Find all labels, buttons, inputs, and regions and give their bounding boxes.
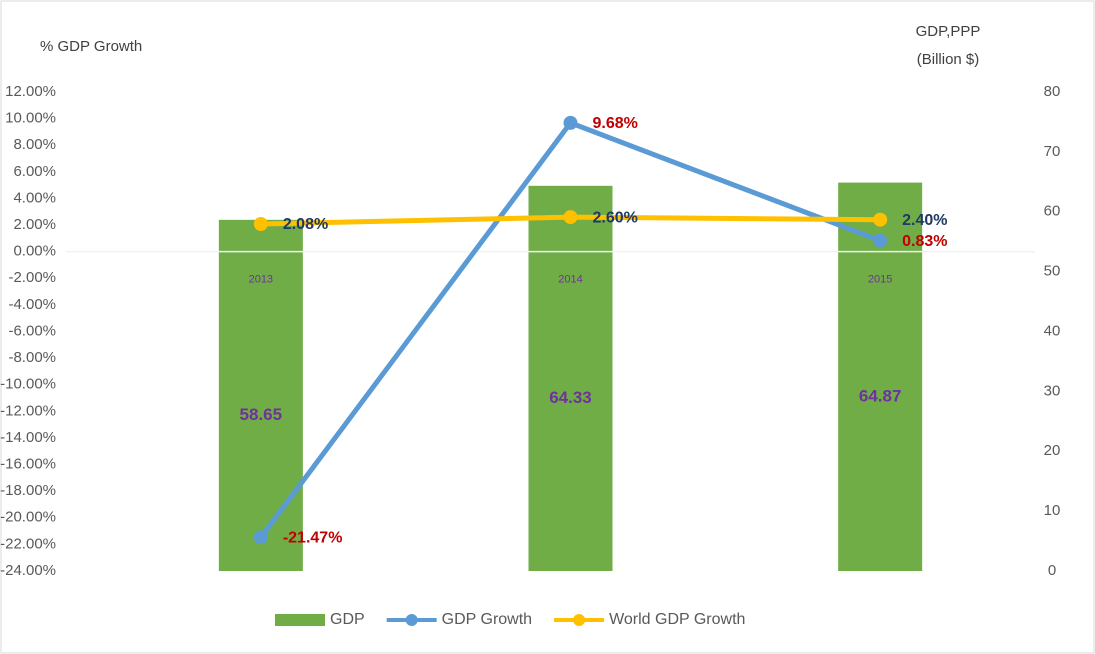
marker xyxy=(563,210,578,225)
category-label: 2013 xyxy=(249,274,273,286)
data-label: 0.83% xyxy=(902,233,947,250)
y2-tick-label: 50 xyxy=(1044,263,1061,280)
legend-label: World GDP Growth xyxy=(609,611,745,628)
bar xyxy=(218,219,303,571)
y-tick-label: -24.00% xyxy=(0,562,56,579)
y-tick-label: -16.00% xyxy=(0,456,56,473)
y-tick-label: 12.00% xyxy=(5,83,56,100)
marker xyxy=(873,212,888,227)
y-axis-label: % GDP Growth xyxy=(40,38,142,55)
y2-tick-label: 10 xyxy=(1044,502,1061,519)
bar xyxy=(528,185,613,571)
data-label: -21.47% xyxy=(283,530,343,547)
marker xyxy=(873,233,888,248)
y-tick-label: -10.00% xyxy=(0,376,56,393)
y-tick-label: -14.00% xyxy=(0,429,56,446)
marker xyxy=(253,216,268,231)
y-tick-label: -2.00% xyxy=(8,269,56,286)
y-tick-label: 10.00% xyxy=(5,110,56,127)
category-label: 2015 xyxy=(868,274,892,286)
y2-tick-label: 70 xyxy=(1044,143,1061,160)
y-tick-label: -6.00% xyxy=(8,322,56,339)
data-label: 9.68% xyxy=(593,115,638,132)
legend-label: GDP xyxy=(330,611,365,628)
y-tick-label: -22.00% xyxy=(0,535,56,552)
data-label: 2.40% xyxy=(902,212,947,229)
legend-marker xyxy=(405,614,418,626)
data-label: 2.60% xyxy=(593,209,638,226)
y-tick-label: 8.00% xyxy=(13,136,56,153)
y-tick-label: -4.00% xyxy=(8,296,56,313)
y-tick-label: -20.00% xyxy=(0,509,56,526)
marker xyxy=(253,530,268,545)
y-tick-label: -8.00% xyxy=(8,349,56,366)
bar-value-label: 64.87 xyxy=(859,386,902,405)
bar-value-label: 58.65 xyxy=(240,405,283,424)
y2-tick-label: 80 xyxy=(1044,83,1061,100)
y-tick-label: 4.00% xyxy=(13,189,56,206)
category-label: 2014 xyxy=(558,274,582,286)
y2-axis-label: GDP,PPP xyxy=(916,23,981,40)
legend-marker xyxy=(573,614,586,626)
y-tick-label: 0.00% xyxy=(13,243,56,260)
y2-tick-label: 40 xyxy=(1044,322,1061,339)
legend-label: GDP Growth xyxy=(442,611,532,628)
data-label: 2.08% xyxy=(283,216,328,233)
y2-axis-label: (Billion $) xyxy=(917,51,980,68)
y-tick-label: 2.00% xyxy=(13,216,56,233)
y2-tick-label: 20 xyxy=(1044,442,1061,459)
y2-tick-label: 60 xyxy=(1044,203,1061,220)
y-tick-label: 6.00% xyxy=(13,163,56,180)
legend-swatch xyxy=(275,614,325,626)
y2-tick-label: 30 xyxy=(1044,382,1061,399)
bar-value-label: 64.33 xyxy=(549,388,592,407)
y2-tick-label: 0 xyxy=(1048,562,1056,579)
y-tick-label: -12.00% xyxy=(0,402,56,419)
y-tick-label: -18.00% xyxy=(0,482,56,499)
marker xyxy=(563,115,578,130)
